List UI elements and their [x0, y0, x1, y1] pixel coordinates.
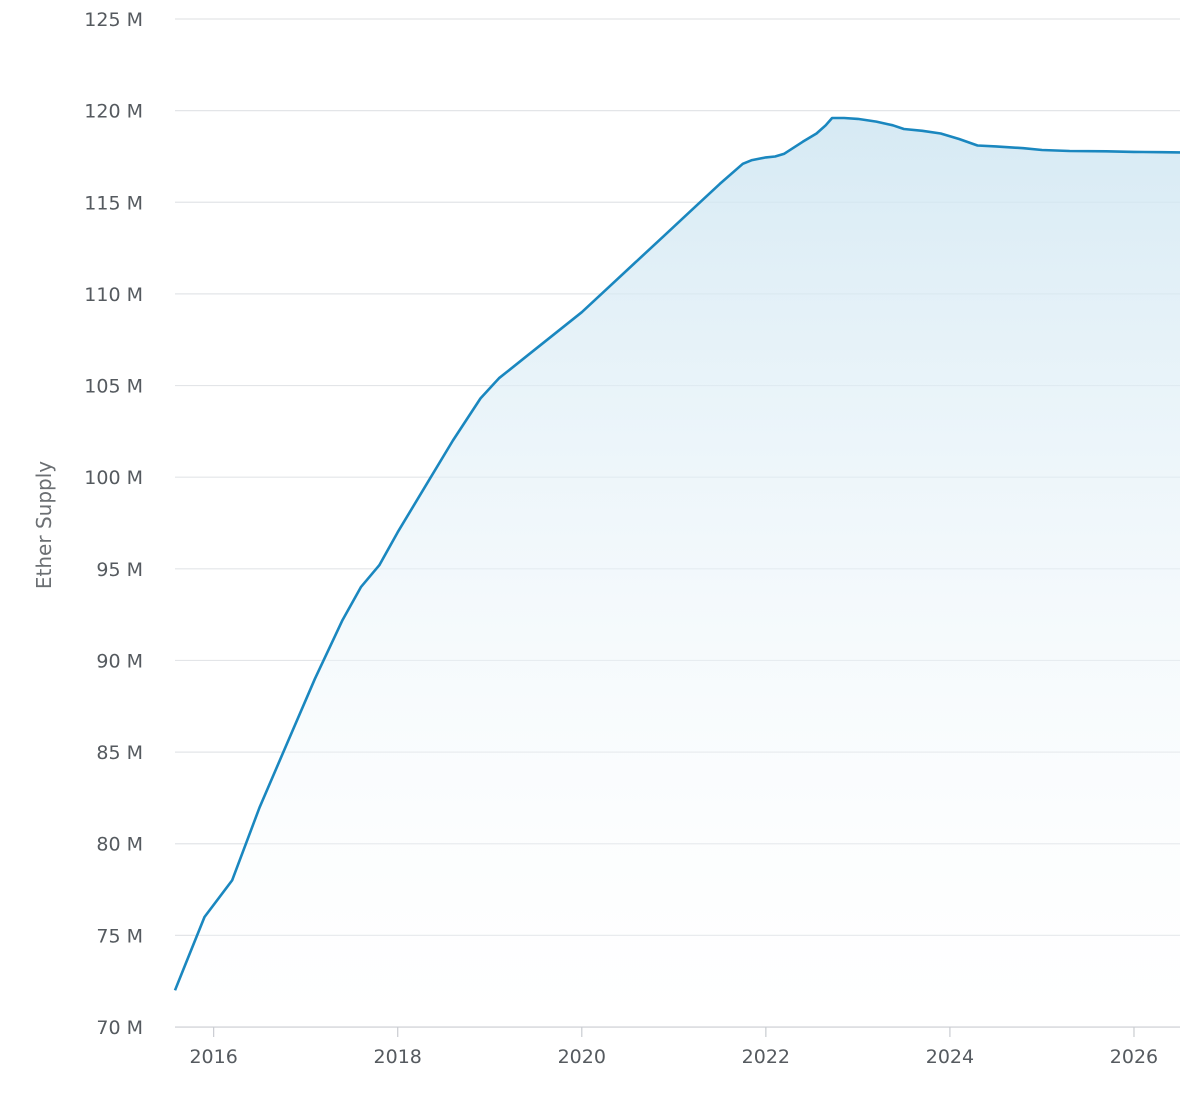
x-axis-ticks: 2016 2018 2020 2022 2024 2026: [189, 1027, 1158, 1068]
y-tick-label: 105 M: [84, 376, 143, 398]
y-tick-label: 85 M: [96, 742, 143, 764]
y-tick-label: 120 M: [84, 101, 143, 123]
x-tick-label: 2022: [742, 1046, 790, 1068]
y-tick-label: 110 M: [84, 284, 143, 306]
y-tick-label: 125 M: [84, 9, 143, 31]
y-tick-label: 75 M: [96, 925, 143, 947]
x-tick-label: 2018: [374, 1046, 422, 1068]
series-area-fill: [175, 118, 1180, 1027]
y-axis-ticks: 70 M 75 M 80 M 85 M 90 M 95 M 100 M 105 M 110 M 1…: [84, 9, 143, 1039]
y-tick-label: 115 M: [84, 192, 143, 214]
y-tick-label: 70 M: [96, 1017, 143, 1039]
y-axis-label: Ether Supply: [32, 461, 56, 589]
x-tick-label: 2024: [926, 1046, 974, 1068]
y-tick-label: 90 M: [96, 650, 143, 672]
area-layer: [173, 116, 1181, 1027]
y-tick-label: 80 M: [96, 834, 143, 856]
x-tick-label: 2026: [1110, 1046, 1158, 1068]
y-tick-label: 100 M: [84, 467, 143, 489]
series-line: [173, 116, 1181, 991]
y-tick-label: 95 M: [96, 559, 143, 581]
x-tick-label: 2020: [558, 1046, 606, 1068]
x-tick-label: 2016: [189, 1046, 237, 1068]
